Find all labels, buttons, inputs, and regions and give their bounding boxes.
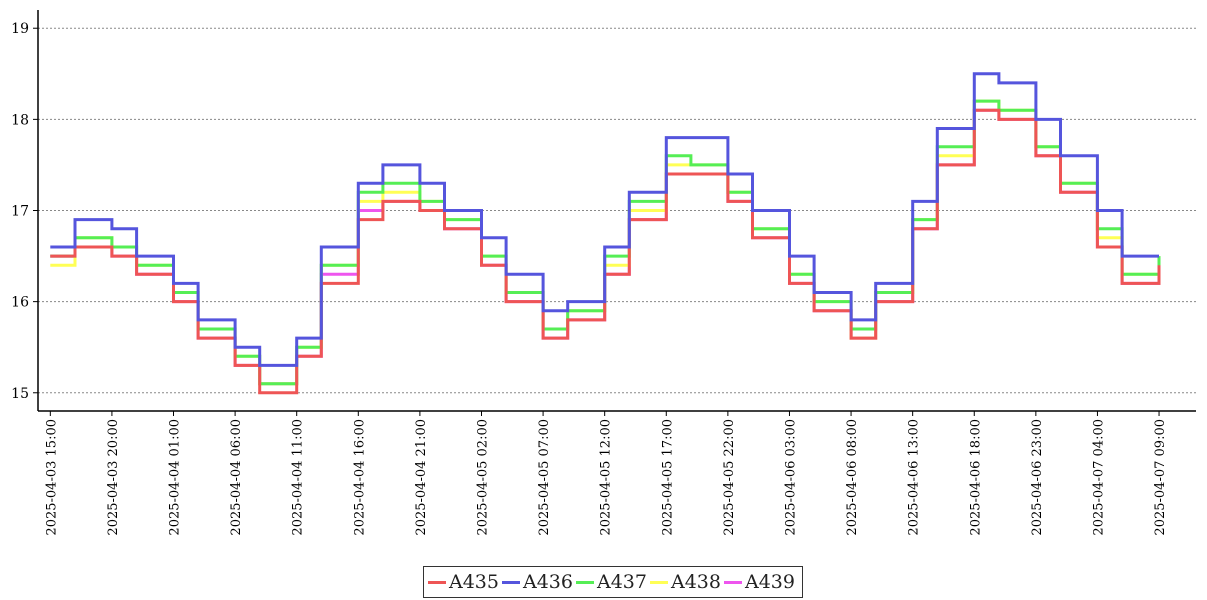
legend-item-a439: A439 — [724, 571, 795, 593]
series-line-a437 — [50, 99, 1161, 386]
x-tick-label: 2025-04-06 13:00 — [907, 419, 922, 536]
y-tick-label: 19 — [11, 21, 29, 37]
series-line-a436 — [50, 72, 1159, 367]
x-tick-label: 2025-04-03 20:00 — [106, 419, 121, 536]
x-tick-label: 2025-04-05 12:00 — [599, 419, 614, 536]
legend-swatch — [502, 580, 520, 584]
legend-label: A437 — [597, 571, 647, 593]
y-tick-label: 17 — [11, 204, 29, 220]
legend-item-a435: A435 — [428, 571, 499, 593]
x-tick-label: 2025-04-03 15:00 — [44, 419, 59, 536]
x-tick-label: 2025-04-06 18:00 — [968, 419, 983, 536]
y-tick-label: 15 — [11, 386, 29, 402]
legend-swatch — [650, 580, 668, 584]
series-line-a438 — [50, 99, 1161, 386]
x-tick-label: 2025-04-05 17:00 — [660, 419, 675, 536]
series-group — [50, 72, 1161, 395]
x-tick-label: 2025-04-07 04:00 — [1091, 419, 1106, 536]
legend-label: A439 — [745, 571, 795, 593]
x-tick-label: 2025-04-04 01:00 — [168, 419, 183, 536]
x-tick-labels: 2025-04-03 15:00 2025-04-03 20:00 2025-04-… — [44, 411, 1168, 536]
legend-label: A438 — [671, 571, 721, 593]
legend-item-a436: A436 — [502, 571, 573, 593]
x-tick-label: 2025-04-04 06:00 — [229, 419, 244, 536]
x-tick-label: 2025-04-05 02:00 — [475, 419, 490, 536]
x-tick-label: 2025-04-07 09:00 — [1153, 419, 1168, 536]
legend-swatch — [428, 580, 446, 584]
x-tick-label: 2025-04-05 22:00 — [722, 419, 737, 536]
legend-swatch — [724, 580, 742, 584]
legend-label: A435 — [449, 571, 499, 593]
y-tick-label: 18 — [11, 112, 29, 128]
legend-item-a438: A438 — [650, 571, 721, 593]
x-tick-label: 2025-04-04 11:00 — [291, 419, 306, 536]
x-tick-label: 2025-04-04 16:00 — [352, 419, 367, 536]
legend-swatch — [576, 580, 594, 584]
x-tick-label: 2025-04-06 03:00 — [783, 419, 798, 536]
legend-label: A436 — [523, 571, 573, 593]
x-tick-label: 2025-04-05 07:00 — [537, 419, 552, 536]
x-tick-label: 2025-04-06 08:00 — [845, 419, 860, 536]
legend-item-a437: A437 — [576, 571, 647, 593]
y-tick-labels: 15 16 17 18 19 — [11, 21, 38, 402]
x-tick-label: 2025-04-04 21:00 — [414, 419, 429, 536]
y-tick-label: 16 — [11, 295, 29, 311]
legend: A435 A436 A437 A438 A439 — [423, 566, 803, 598]
x-tick-label: 2025-04-06 23:00 — [1030, 419, 1045, 536]
